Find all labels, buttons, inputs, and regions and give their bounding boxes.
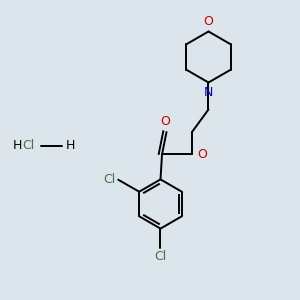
Text: N: N — [204, 86, 213, 99]
Text: H: H — [66, 139, 75, 152]
Text: Cl: Cl — [22, 139, 34, 152]
Text: Cl: Cl — [154, 250, 166, 263]
Text: O: O — [160, 115, 170, 128]
Text: Cl: Cl — [103, 172, 116, 186]
Text: O: O — [204, 15, 213, 28]
Text: H: H — [13, 139, 22, 152]
Text: O: O — [197, 148, 207, 161]
